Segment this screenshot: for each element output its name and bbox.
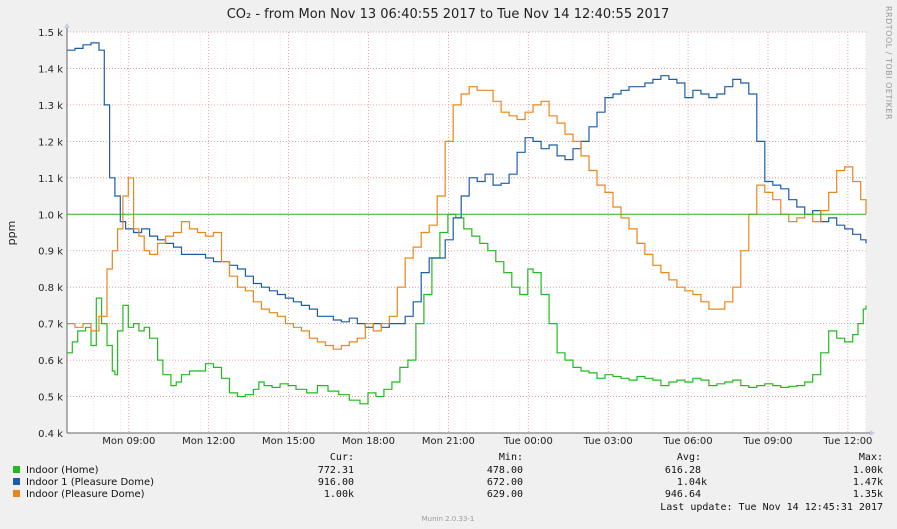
y-tick-label: 1.1 k <box>38 174 63 185</box>
legend-header-min: Min: <box>499 452 523 463</box>
y-tick-label: 0.8 k <box>38 283 63 294</box>
legend-header-avg: Avg: <box>677 452 701 463</box>
rrdtool-side-label: RRDTOOL / TOBI OETIKER <box>884 6 893 120</box>
legend-swatch <box>13 490 20 497</box>
y-tick-label: 0.4 k <box>38 429 63 440</box>
x-tick-label: Tue 03:00 <box>583 436 633 447</box>
footer-version: Munin 2.0.33-1 <box>422 515 475 523</box>
y-tick-label: 1.3 k <box>38 101 63 112</box>
y-tick-label: 0.6 k <box>38 356 63 367</box>
legend-swatch <box>13 478 20 485</box>
legend-header-max: Max: <box>859 452 883 463</box>
last-update: Last update: Tue Nov 14 12:45:31 2017 <box>660 502 883 513</box>
legend-avg: 946.64 <box>665 489 701 500</box>
legend-cur: 916.00 <box>318 477 354 488</box>
x-tick-label: Mon 12:00 <box>182 436 235 447</box>
legend-name: Indoor (Pleasure Dome) <box>26 489 145 500</box>
legend-table: Cur: Min: Avg: Max: Indoor (Home) 772.31… <box>13 452 883 513</box>
series-line <box>67 42 867 328</box>
x-tick-label: Tue 12:00 <box>822 436 872 447</box>
legend-min: 672.00 <box>487 477 523 488</box>
series-layer <box>67 42 867 405</box>
legend-max: 1.47k <box>853 477 883 488</box>
legend-name: Indoor 1 (Pleasure Dome) <box>26 477 154 488</box>
legend-name: Indoor (Home) <box>26 465 99 476</box>
y-tick-label: 0.5 k <box>38 393 63 404</box>
series-line <box>67 86 867 350</box>
x-tick-label: Mon 15:00 <box>262 436 315 447</box>
legend-cur: 1.00k <box>324 489 354 500</box>
x-tick-label: Tue 09:00 <box>742 436 792 447</box>
x-tick-label: Mon 18:00 <box>342 436 395 447</box>
y-tick-label: 1.0 k <box>38 210 63 221</box>
x-tick-label: Tue 06:00 <box>663 436 713 447</box>
legend-max: 1.35k <box>853 489 883 500</box>
x-tick-label: Mon 21:00 <box>422 436 475 447</box>
legend-row: Indoor (Pleasure Dome) 1.00k 629.00 946.… <box>13 489 883 500</box>
y-tick-label: 1.2 k <box>38 137 63 148</box>
y-axis-arrow <box>64 23 70 28</box>
x-axis-arrow <box>870 430 875 436</box>
y-tick-label: 0.9 k <box>38 247 63 258</box>
y-tick-label: 1.5 k <box>38 28 63 39</box>
legend-cur: 772.31 <box>318 465 354 476</box>
y-axis-label: ppm <box>5 221 18 246</box>
x-tick-label: Tue 00:00 <box>503 436 553 447</box>
y-tick-label: 1.4 k <box>38 64 63 75</box>
legend-min: 629.00 <box>487 489 523 500</box>
axis-layer: Mon 09:00 Mon 12:00 Mon 15:00 Mon 18:00 Mon … <box>38 23 875 447</box>
legend-header-cur: Cur: <box>330 452 354 463</box>
y-tick-label: 0.7 k <box>38 320 63 331</box>
legend-swatch <box>13 466 20 473</box>
legend-avg: 616.28 <box>665 465 701 476</box>
legend-avg: 1.04k <box>677 477 707 488</box>
legend-row: Indoor (Home) 772.31 478.00 616.28 1.00k <box>13 465 883 476</box>
chart-title: CO₂ - from Mon Nov 13 06:40:55 2017 to T… <box>227 7 670 22</box>
legend-max: 1.00k <box>853 465 883 476</box>
grid-layer <box>66 31 867 433</box>
legend-min: 478.00 <box>487 465 523 476</box>
x-tick-label: Mon 09:00 <box>102 436 155 447</box>
legend-row: Indoor 1 (Pleasure Dome) 916.00 672.00 1… <box>13 477 883 488</box>
series-line <box>67 213 867 405</box>
